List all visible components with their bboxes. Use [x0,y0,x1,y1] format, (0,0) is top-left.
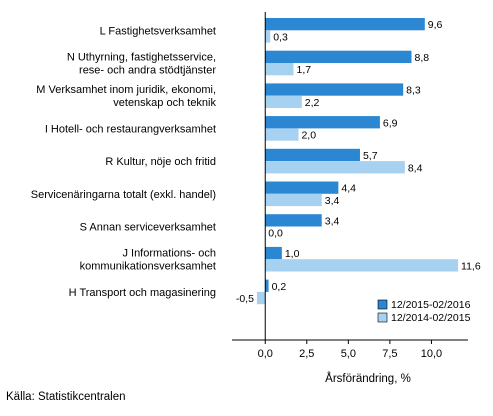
bar-series2 [256,291,266,305]
bar-series2 [265,193,322,207]
bar-series1 [265,18,425,31]
bar-series2 [265,161,405,174]
data-label: 8,8 [414,52,429,64]
bar-series1 [265,181,339,194]
x-tick-label: 0,0 [258,348,273,360]
bar-series2 [265,95,302,108]
data-label: 11,6 [461,260,481,272]
data-label: 8,3 [406,85,421,97]
data-label: 5,7 [363,150,378,162]
data-label: 0,3 [273,31,288,43]
category-label: N Uthyrning, fastighetsservice, rese- och… [67,52,217,77]
bar-series1 [265,279,269,292]
category-label: S Annan serviceverksamhet [80,222,216,234]
data-label: 1,7 [296,64,311,76]
source-note: Källa: Statistikcentralen [6,391,126,403]
category-label: I Hotell- och restaurangverksamhet [45,123,216,135]
data-label: 2,2 [305,97,320,109]
data-label: 6,9 [383,117,398,129]
category-label: R Kultur, nöje och fritid [105,156,216,168]
data-labels-layer: 9,60,38,81,78,32,26,92,05,78,44,43,43,40… [236,19,481,305]
category-label: L Fastighetsverksamhet [100,25,216,37]
bar-series2 [265,30,271,43]
data-label: 0,0 [268,228,283,240]
x-tick-label: 2,5 [299,348,314,360]
data-label: 0,2 [272,281,287,293]
legend-label: 12/2015-02/2016 [391,299,471,311]
data-label: 3,4 [325,215,340,227]
bar-series1 [265,50,412,63]
bar-series1 [265,148,360,162]
bar-series1 [265,214,322,227]
bar-series1 [265,83,404,96]
bar-series1 [265,116,380,129]
data-label: -0,5 [236,293,254,305]
data-label: 8,4 [408,162,423,174]
bars-layer [256,18,459,305]
legend-label: 12/2014-02/2015 [391,312,471,324]
category-labels-layer: L Fastighetsverksamhet N Uthyrning, fasti… [31,25,217,299]
x-tick-label: 5,0 [341,348,356,360]
data-label: 4,4 [341,183,356,195]
category-label: Servicenäringarna totalt (exkl. handel) [31,189,216,201]
legend-swatch [377,312,388,323]
legend-swatch [377,299,388,310]
category-label: H Transport och magasinering [69,287,216,299]
x-tick-label: 10,0 [421,348,442,360]
bar-series2 [265,128,299,141]
data-label: 3,4 [325,195,340,207]
x-tick-label: 7,5 [382,348,397,360]
bar-series2 [265,63,294,76]
bar-series2 [265,259,459,272]
x-axis-title: Årsförändring, % [325,372,411,385]
x-ticks-layer: 0,0 2,5 5,0 7,5 10,0 [258,340,442,360]
category-label: J Informations- och kommunikationsverksam… [80,248,216,273]
data-label: 2,0 [301,130,316,142]
data-label: 1,0 [285,248,300,260]
bar-series1 [265,246,282,260]
category-label: M Verksamhet inom juridik, ekonomi, veten… [36,84,216,109]
data-label: 9,6 [428,19,443,31]
